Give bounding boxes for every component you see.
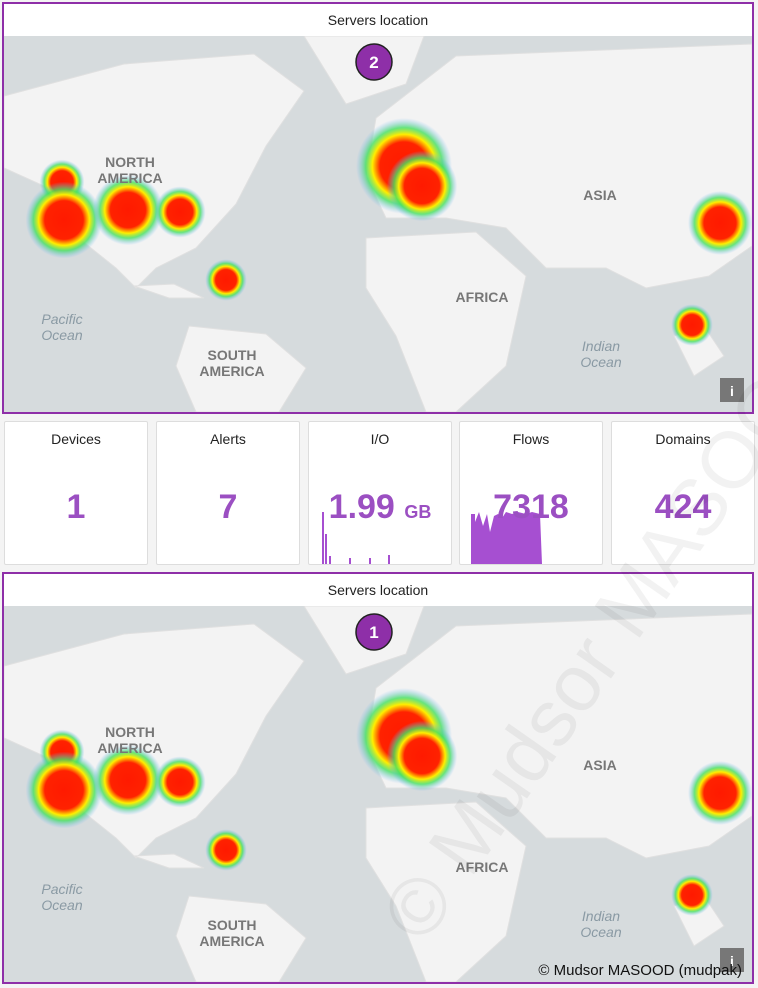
- map-label: Indian: [582, 908, 620, 924]
- heat-spot: [25, 181, 103, 259]
- heat-spot: [92, 744, 164, 816]
- map-label: NORTH: [105, 154, 155, 170]
- heat-spot: [386, 720, 458, 792]
- heat-spot: [688, 191, 752, 255]
- info-button[interactable]: [720, 378, 744, 402]
- stat-label: I/O: [370, 431, 390, 447]
- stat-value: 7: [218, 488, 238, 526]
- stat-card[interactable]: Alerts 7: [156, 421, 300, 565]
- map-label: AMERICA: [97, 170, 162, 186]
- map-label: Ocean: [41, 327, 82, 343]
- heat-spot: [671, 874, 713, 916]
- stat-value: 1: [66, 488, 86, 526]
- map-label: ASIA: [583, 187, 616, 203]
- land: [365, 613, 752, 859]
- badge-label: 2: [369, 53, 378, 72]
- map-label: NORTH: [105, 724, 155, 740]
- stat-label: Domains: [655, 431, 711, 447]
- stat-card[interactable]: Flows 7318: [459, 421, 603, 565]
- land: [175, 895, 307, 982]
- stat-value: 424: [654, 488, 712, 526]
- panel-title: Servers location: [327, 582, 429, 598]
- map-label: SOUTH: [208, 347, 257, 363]
- badge[interactable]: [355, 43, 393, 81]
- heat-spot: [154, 756, 206, 808]
- map-label: AFRICA: [456, 859, 509, 875]
- heat-spot: [386, 150, 458, 222]
- info-button-label: i: [730, 953, 734, 969]
- land: [133, 283, 205, 299]
- stat-label: Flows: [512, 431, 550, 447]
- map-label: AFRICA: [456, 289, 509, 305]
- badge-label: 1: [369, 623, 378, 642]
- stat-label: Alerts: [210, 431, 246, 447]
- heat-spot: [671, 304, 713, 346]
- info-button[interactable]: [720, 948, 744, 972]
- heat-spot: [205, 259, 247, 301]
- map[interactable]: NORTHAMERICAASIAAFRICASOUTHAMERICAPacifi…: [4, 36, 752, 412]
- sparkline: [322, 512, 390, 564]
- stat-value: 7318: [493, 488, 569, 526]
- map-panel: Servers location NORTH AMERICA ASIA AFRICA S…: [2, 572, 754, 984]
- stat-unit: GB: [404, 502, 432, 522]
- map-label: Pacific: [41, 881, 82, 897]
- stat-value-box: 1: [5, 488, 147, 527]
- heat-spot: [154, 186, 206, 238]
- stat-value-box: 424: [612, 488, 754, 527]
- stat-card[interactable]: Domains 424: [611, 421, 755, 565]
- panel-title: Servers location: [327, 12, 429, 28]
- land: [365, 231, 527, 412]
- info-button-label: i: [730, 383, 734, 399]
- stat-value: 1.99: [328, 488, 395, 526]
- map-panel: Servers location NORTH AMERICA ASIA AFRICA S…: [2, 2, 754, 414]
- stat-value-box: 7318: [460, 488, 602, 527]
- map-label: Ocean: [41, 897, 82, 913]
- land: [365, 43, 752, 289]
- heat-spot: [25, 751, 103, 829]
- map-label: Pacific: [41, 311, 82, 327]
- stat-value-box: 1.99 GB: [309, 488, 451, 527]
- land: [175, 325, 307, 412]
- map-label: ASIA: [583, 757, 616, 773]
- map-label: Indian: [582, 338, 620, 354]
- stat-value-box: 7: [157, 488, 299, 527]
- watermark: © Mudsor MASOOD (mudpak): [538, 962, 742, 979]
- land: [133, 853, 205, 869]
- map-label: SOUTH: [208, 917, 257, 933]
- sparkline: [471, 512, 542, 564]
- map-label: AMERICA: [199, 363, 264, 379]
- map-label: AMERICA: [199, 933, 264, 949]
- badge[interactable]: [355, 613, 393, 651]
- heat-spot: [205, 829, 247, 871]
- stat-card[interactable]: I/O 1.99 GB: [308, 421, 452, 565]
- heat-spot: [688, 761, 752, 825]
- map-label: Ocean: [580, 354, 621, 370]
- heat-spot: [92, 174, 164, 246]
- map-label: Ocean: [580, 924, 621, 940]
- stat-card[interactable]: Devices 1: [4, 421, 148, 565]
- map[interactable]: NORTHAMERICAASIAAFRICASOUTHAMERICAPacifi…: [4, 606, 752, 982]
- land: [365, 801, 527, 982]
- stat-label: Devices: [51, 431, 101, 447]
- map-label: AMERICA: [97, 740, 162, 756]
